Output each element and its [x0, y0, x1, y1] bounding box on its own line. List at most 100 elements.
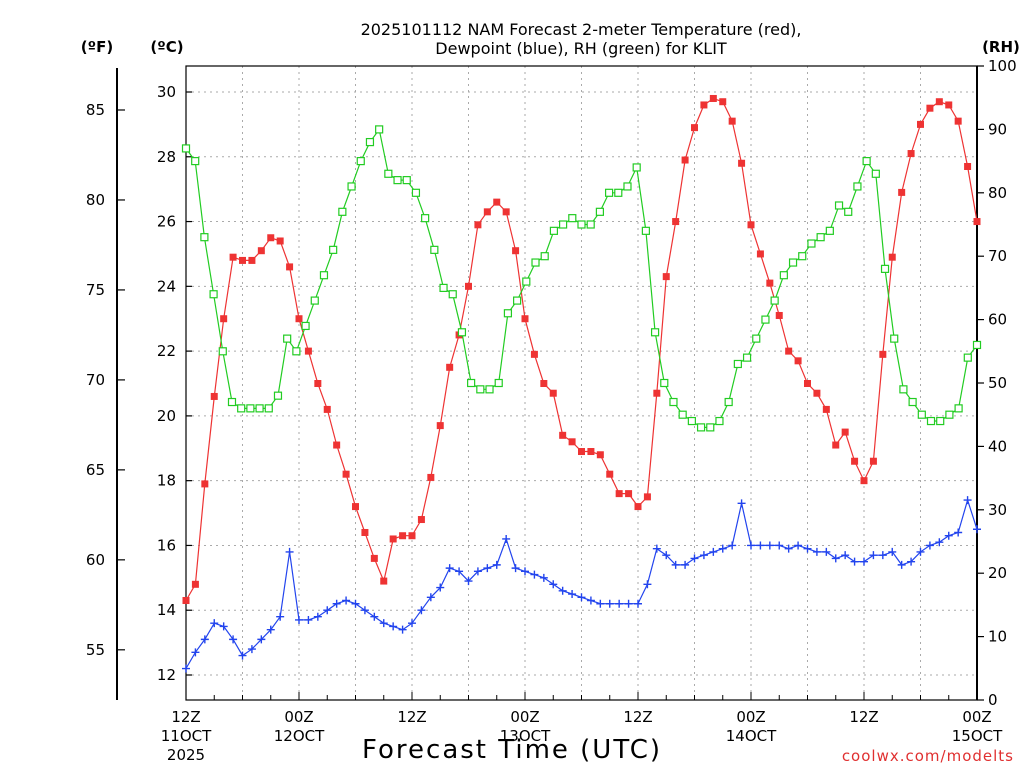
x-axis-label: Forecast Time (UTC) [362, 735, 662, 765]
rh-point [660, 378, 669, 388]
dewpoint-point [718, 544, 727, 553]
dewpoint-point [549, 580, 558, 589]
rh-point [439, 283, 448, 292]
temperature-point [578, 448, 585, 456]
dewpoint-point [747, 541, 755, 550]
dewpoint-point [360, 606, 369, 615]
rh-point [264, 404, 273, 413]
rh-point [678, 410, 687, 419]
temperature-point [540, 380, 548, 387]
rh-point [531, 258, 540, 267]
rh-point [292, 347, 301, 356]
dewpoint-point [699, 551, 708, 560]
temperature-point [615, 490, 623, 498]
temperature-point [257, 247, 265, 255]
dewpoint-point [954, 528, 963, 537]
dewpoint-point [869, 551, 878, 560]
temperature-point [465, 282, 472, 290]
dewpoint-point [210, 619, 219, 628]
fahrenheit-tick-label: 75 [86, 281, 105, 299]
rh-point [614, 188, 623, 197]
dewpoint-point [690, 554, 699, 563]
dewpoint-point [925, 541, 934, 550]
temperature-point [342, 470, 350, 478]
dewpoint-point [219, 622, 228, 631]
rh-point [926, 416, 936, 426]
rh-point [807, 239, 816, 248]
rh-point [908, 397, 917, 407]
temperature-point [427, 473, 435, 481]
temperature-point [813, 389, 821, 397]
temperature-point [304, 347, 312, 355]
rh-point [871, 169, 880, 178]
dewpoint-point [916, 547, 925, 556]
rh-point [899, 385, 908, 394]
date-tick-label: 15OCT [952, 727, 1003, 745]
rh-point [595, 207, 604, 216]
rh-point [457, 328, 467, 337]
date-tick-label: 12OCT [274, 727, 325, 745]
dewpoint-point [681, 560, 690, 569]
temperature-point [446, 363, 454, 371]
dewpoint-point [182, 664, 190, 673]
dewpoint-point [888, 547, 897, 556]
fahrenheit-unit-label: (ºF) [81, 38, 113, 56]
celsius-tick-label: 26 [157, 213, 176, 231]
rh-tick-label: 20 [988, 564, 1007, 582]
dewpoint-point [530, 570, 539, 579]
rh-point [430, 245, 439, 254]
time-tick-label: 00Z [736, 708, 765, 726]
temperature-point [869, 457, 877, 465]
series-dewpoint [182, 496, 981, 673]
celsius-tick-label: 12 [157, 666, 176, 684]
temperature-point [596, 451, 604, 459]
rh-tick-label: 40 [988, 437, 1007, 455]
temperature-point [662, 273, 670, 281]
rh-tick-label: 70 [988, 247, 1007, 265]
temperature-point [295, 315, 303, 323]
rh-tick-label: 10 [988, 628, 1007, 646]
dewpoint-point [615, 599, 624, 608]
rh-point [347, 182, 356, 191]
dewpoint-point [200, 635, 209, 644]
dewpoint-point [803, 544, 812, 553]
dewpoint-point [822, 547, 831, 556]
plot-frame [185, 65, 978, 701]
rh-point [862, 157, 871, 166]
fahrenheit-tick-label: 85 [86, 101, 105, 119]
rh-point [669, 397, 678, 407]
temperature-point [314, 380, 322, 387]
temperature-point [945, 101, 953, 109]
dewpoint-point [247, 645, 256, 654]
dewpoint-point [238, 651, 247, 660]
rh-point [181, 144, 191, 153]
dewpoint-point [775, 541, 784, 550]
time-tick-label: 12Z [171, 708, 200, 726]
dewpoint-point [285, 547, 294, 556]
dewpoint-point [257, 635, 266, 644]
temperature-point [785, 347, 793, 355]
dewpoint-point [841, 551, 850, 560]
dewpoint-point [860, 557, 868, 566]
fahrenheit-tick-label: 60 [86, 551, 105, 569]
dewpoint-point [709, 547, 718, 556]
temperature-point [888, 253, 896, 261]
dewpoint-point [521, 567, 529, 576]
dewpoint-point [539, 573, 548, 582]
temperature-point [182, 597, 190, 605]
temperature-point [521, 315, 529, 323]
dewpoint-point [492, 560, 501, 569]
temperature-point [389, 535, 397, 543]
dewpoint-point [313, 612, 322, 621]
time-tick-label: 00Z [962, 708, 991, 726]
rh-point [577, 220, 586, 229]
series-relative-humidity [181, 125, 982, 432]
temperature-point [502, 208, 510, 216]
date-tick-label: 2025 [167, 746, 205, 764]
rh-point [522, 277, 531, 286]
temperature-point [512, 247, 520, 255]
rh-unit-label: (RH) [982, 38, 1020, 56]
rh-point [191, 157, 200, 166]
dewpoint-point [728, 541, 737, 550]
celsius-tick-label: 18 [157, 472, 176, 490]
